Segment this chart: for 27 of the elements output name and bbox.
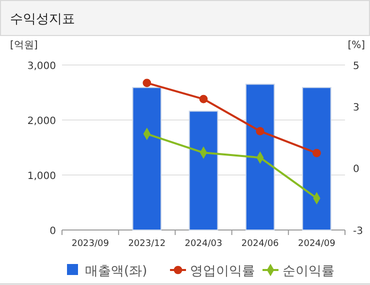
y2-tick-label: 3 <box>353 102 360 114</box>
y-tick-label: 1,000 <box>27 171 56 182</box>
legend-label: 매출액(좌) <box>85 264 148 279</box>
y-tick-label: 0 <box>50 226 56 237</box>
point <box>312 148 321 158</box>
y2-axis-title: [%] <box>348 40 366 51</box>
y-axis-title: [억원] <box>10 40 38 51</box>
x-tick-label: 2023/09 <box>72 239 110 249</box>
legend-label: 순이익률 <box>282 264 334 279</box>
bar <box>188 110 218 230</box>
y2-tick-label: -3 <box>353 226 363 237</box>
y-tick-label: 2,000 <box>27 116 56 127</box>
y2-tick-label: 0 <box>353 164 360 176</box>
point <box>256 127 264 136</box>
point <box>199 94 208 104</box>
y2-tick-label: 5 <box>353 61 360 72</box>
bar <box>302 87 332 230</box>
x-tick-label: 2024/03 <box>184 239 222 249</box>
bar <box>245 84 275 230</box>
x-tick-label: 2023/12 <box>128 239 166 249</box>
point <box>142 78 152 88</box>
bar <box>132 87 162 230</box>
x-tick-label: 2024/09 <box>298 239 336 249</box>
legend-label: 영업이익률 <box>190 264 255 279</box>
x-tick-label: 2024/06 <box>241 239 280 249</box>
y-tick-label: 3,000 <box>27 61 56 72</box>
chart-title: 수익성지표 <box>10 12 75 27</box>
